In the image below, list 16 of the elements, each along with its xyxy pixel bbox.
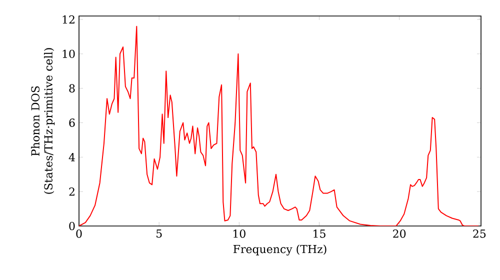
y-tick-label: 10: [62, 50, 75, 58]
y-tick-label: 0: [69, 222, 75, 230]
x-tick-label: 10: [234, 230, 246, 238]
y-tick-label: 4: [68, 153, 75, 162]
x-tick-label: 20: [393, 230, 406, 238]
line-series: [79, 26, 479, 226]
y-tick-label: 6: [69, 118, 75, 127]
x-tick-label: 0: [76, 230, 82, 238]
y-tick-label: 2: [69, 187, 74, 196]
y-tick-label: 8: [69, 84, 75, 92]
x-tick-label: 5: [156, 230, 162, 238]
x-tick-label: 15: [314, 230, 326, 238]
y-axis-title: Phonon DOS (States/THz·primitive cell): [30, 48, 55, 194]
y-tick-label: 12: [62, 15, 74, 24]
x-tick-label: 25: [473, 230, 486, 238]
x-axis-title: Frequency (THz): [233, 244, 326, 256]
